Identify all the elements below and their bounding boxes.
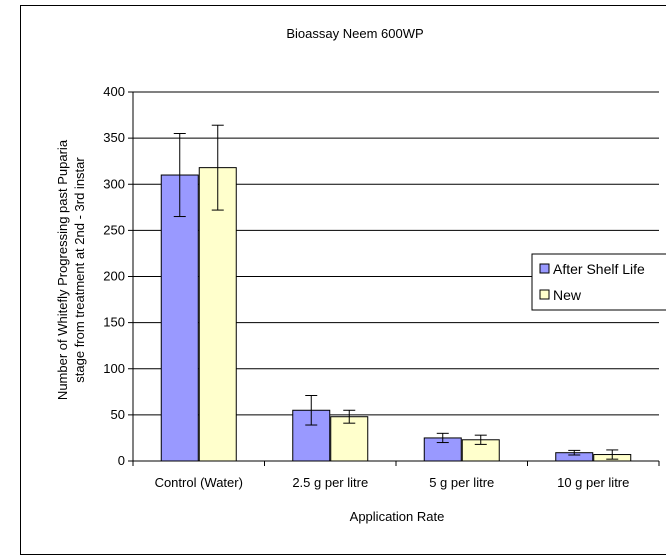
y-axis-label-line-2: stage from treatment at 2nd - 3rd instar (72, 157, 87, 383)
y-tick-label: 150 (103, 315, 125, 330)
y-axis-label-line-1: Number of Whitefly Progressing past Pupa… (55, 139, 70, 400)
y-tick-label: 0 (118, 453, 125, 468)
legend-label: New (553, 287, 582, 303)
x-tick-label: 2.5 g per litre (292, 475, 368, 490)
y-tick-label: 50 (111, 407, 125, 422)
y-tick-label: 300 (103, 176, 125, 191)
x-tick-label: Control (Water) (155, 475, 243, 490)
bar-after-shelf-life-0 (160, 174, 199, 462)
x-tick-label: 10 g per litre (557, 475, 629, 490)
legend-box (531, 253, 666, 311)
bar-new-1 (330, 416, 369, 462)
chart-title: Bioassay Neem 600WP (286, 26, 423, 41)
legend-label: After Shelf Life (553, 261, 645, 277)
x-tick-label: 5 g per litre (429, 475, 494, 490)
legend-swatch (539, 263, 550, 274)
y-tick-label: 400 (103, 84, 125, 99)
y-tick-label: 100 (103, 361, 125, 376)
bar-new-0 (198, 167, 237, 462)
y-tick-label: 350 (103, 130, 125, 145)
legend: After Shelf Life New (531, 253, 666, 311)
plot-area: 0 50 100 150 200 250 300 350 400 Control (Water) 2… (103, 84, 660, 490)
x-axis-label: Application Rate (350, 509, 445, 524)
y-axis-label: Number of Whitefly Progressing past Pupa… (55, 139, 87, 400)
y-tick-label: 200 (103, 269, 125, 284)
y-tick-label: 250 (103, 222, 125, 237)
legend-swatch (539, 289, 550, 300)
